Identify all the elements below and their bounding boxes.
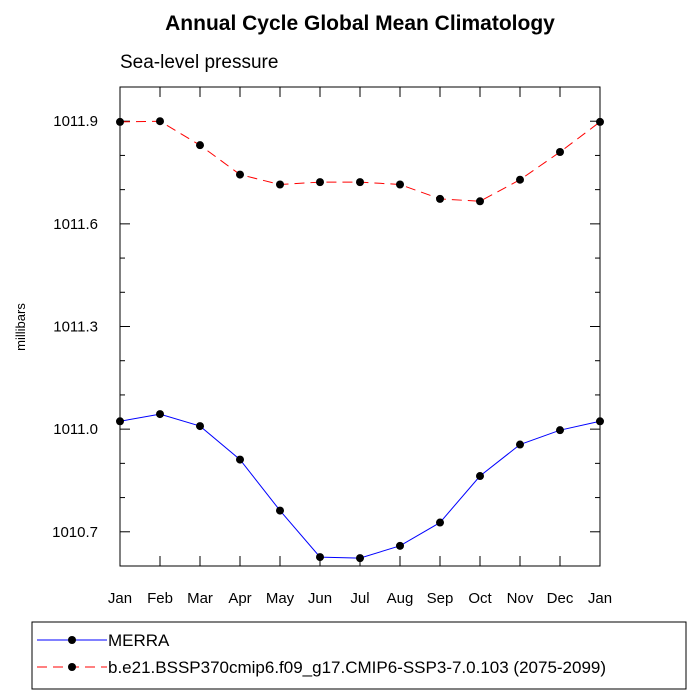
data-point-1-12 <box>596 117 604 126</box>
data-point-1-8 <box>436 194 444 203</box>
series-line-1 <box>119 120 601 202</box>
series-line-0 <box>119 413 601 559</box>
data-point-0-11 <box>556 426 564 435</box>
x-tick-label: Oct <box>468 590 492 607</box>
series-layer <box>116 117 604 563</box>
y-tick-label: 1011.6 <box>53 216 98 233</box>
data-point-0-5 <box>316 553 324 562</box>
x-tick-label: Nov <box>507 590 534 607</box>
y-tick-label: 1011.3 <box>53 319 98 336</box>
data-point-1-9 <box>476 197 484 206</box>
x-tick-label: Dec <box>547 590 574 607</box>
data-point-1-4 <box>276 180 284 189</box>
data-point-1-1 <box>156 117 164 126</box>
ticks-layer: Jan Feb Mar Apr May Jun Jul Aug Sep Oct Nov Dec Jan 1… <box>52 87 612 607</box>
y-tick-label: 1011.0 <box>53 421 98 438</box>
data-point-0-6 <box>356 554 364 563</box>
chart-subtitle: Sea-level pressure <box>120 52 278 73</box>
x-tick-label: May <box>266 590 295 607</box>
x-tick-label: Aug <box>387 590 414 607</box>
data-point-1-2 <box>196 141 204 150</box>
data-point-1-3 <box>236 170 244 179</box>
data-point-1-5 <box>316 178 324 187</box>
data-point-1-7 <box>396 180 404 189</box>
data-point-1-11 <box>556 148 564 157</box>
data-point-1-10 <box>516 175 524 184</box>
data-point-0-8 <box>436 518 444 527</box>
x-tick-label: Sep <box>427 590 454 607</box>
data-point-0-4 <box>276 506 284 515</box>
data-point-1-6 <box>356 178 364 187</box>
data-point-0-2 <box>196 422 204 431</box>
data-point-0-9 <box>476 472 484 481</box>
y-tick-label: 1010.7 <box>52 524 98 541</box>
data-point-0-7 <box>396 541 404 550</box>
x-tick-label: Jul <box>350 590 369 607</box>
x-tick-label: Jan <box>108 590 132 607</box>
legend-label-merra: MERRA <box>108 631 170 650</box>
data-point-0-0 <box>116 417 124 426</box>
x-tick-label: Apr <box>228 590 251 607</box>
plot-frame <box>119 86 601 567</box>
x-tick-label: Feb <box>147 590 173 607</box>
legend-box <box>31 621 687 690</box>
legend-marker-ssp <box>68 663 76 671</box>
legend-label-ssp: b.e21.BSSP370cmip6.f09_g17.CMIP6-SSP3-7.… <box>108 658 606 677</box>
y-tick-label: 1011.9 <box>53 113 98 130</box>
legend-marker-merra <box>68 636 76 644</box>
x-tick-label: Jun <box>308 590 332 607</box>
y-axis-label: millibars <box>13 303 28 351</box>
x-tick-label: Mar <box>187 590 213 607</box>
data-point-0-10 <box>516 440 524 449</box>
data-point-0-1 <box>156 410 164 419</box>
data-point-1-0 <box>116 117 124 126</box>
x-tick-label: Jan <box>588 590 612 607</box>
chart-title: Annual Cycle Global Mean Climatology <box>165 12 555 35</box>
data-point-0-12 <box>596 417 604 426</box>
data-point-0-3 <box>236 455 244 464</box>
